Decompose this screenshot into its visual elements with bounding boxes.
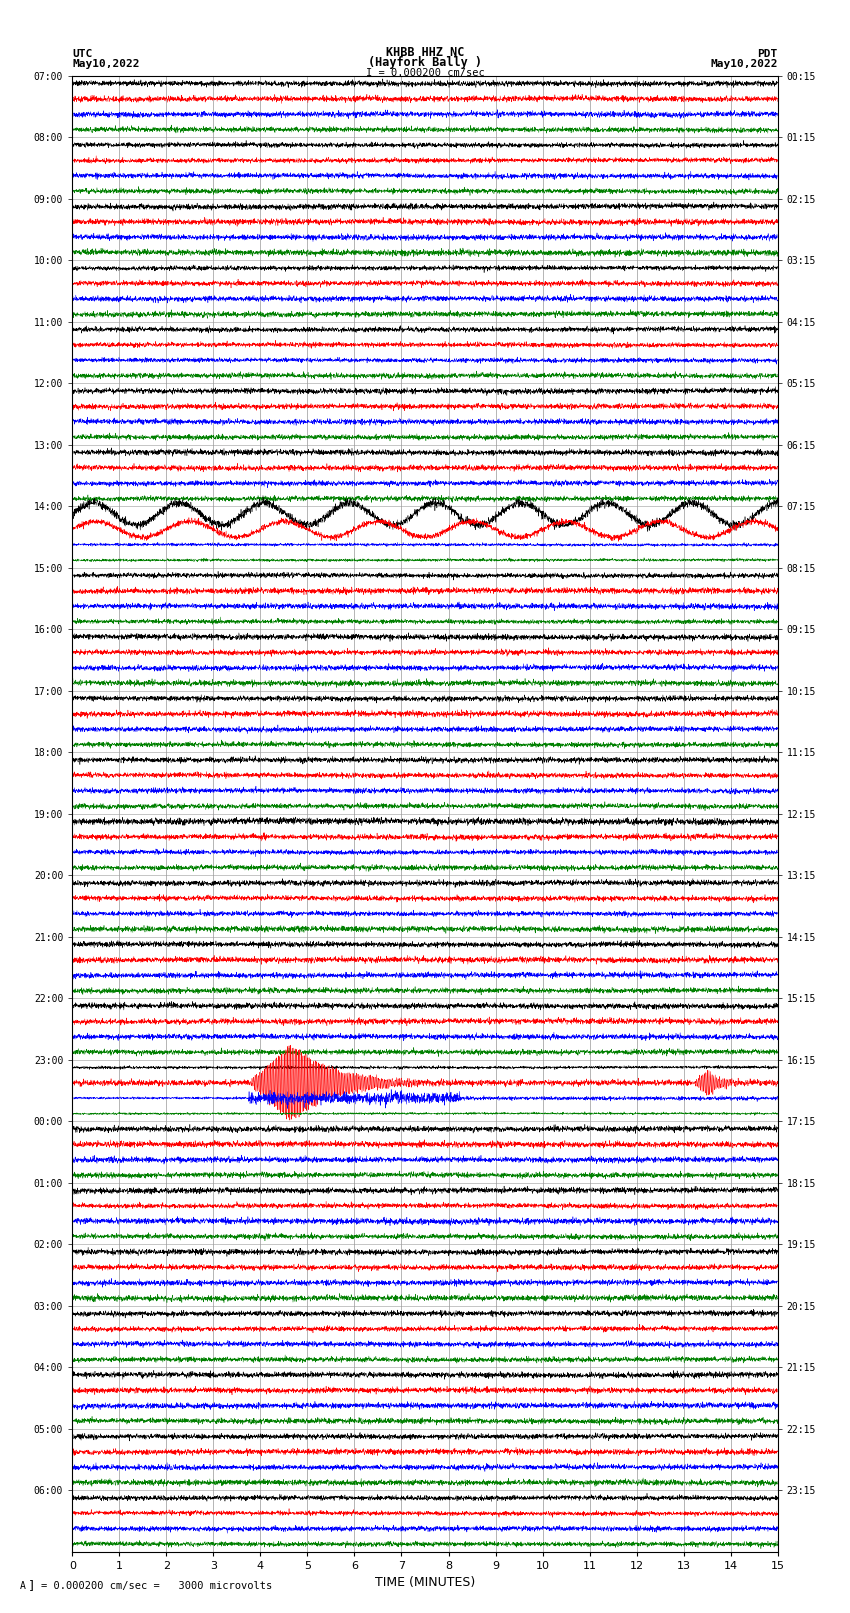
Text: UTC: UTC bbox=[72, 48, 93, 58]
Text: A: A bbox=[20, 1581, 26, 1590]
Text: May10,2022: May10,2022 bbox=[711, 58, 778, 69]
Text: = 0.000200 cm/sec =   3000 microvolts: = 0.000200 cm/sec = 3000 microvolts bbox=[41, 1581, 272, 1590]
Text: ]: ] bbox=[28, 1579, 36, 1592]
X-axis label: TIME (MINUTES): TIME (MINUTES) bbox=[375, 1576, 475, 1589]
Text: (Hayfork Bally ): (Hayfork Bally ) bbox=[368, 55, 482, 69]
Text: KHBB HHZ NC: KHBB HHZ NC bbox=[386, 45, 464, 58]
Text: I = 0.000200 cm/sec: I = 0.000200 cm/sec bbox=[366, 68, 484, 77]
Text: PDT: PDT bbox=[757, 48, 778, 58]
Text: May10,2022: May10,2022 bbox=[72, 58, 139, 69]
